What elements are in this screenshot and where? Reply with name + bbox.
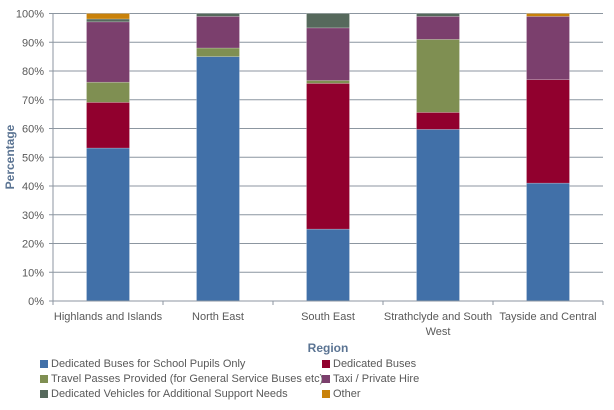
bar-segment xyxy=(416,112,460,130)
legend-swatch xyxy=(322,360,330,368)
bar-segment xyxy=(196,13,240,17)
x-category-label: Highlands and Islands xyxy=(54,311,163,323)
legend-label: Travel Passes Provided (for General Serv… xyxy=(51,373,324,385)
x-category-label: Tayside and Central xyxy=(499,311,596,323)
y-tick-label: 90% xyxy=(22,37,44,49)
legend-item: Dedicated Buses for School Pupils Only xyxy=(40,358,245,370)
bar-segment xyxy=(416,16,460,40)
bar-segment xyxy=(306,83,350,230)
legend-item: Other xyxy=(322,388,361,400)
y-tick-label: 30% xyxy=(22,210,44,222)
legend-label: Dedicated Buses xyxy=(333,358,417,370)
axes xyxy=(52,13,604,305)
legend-swatch xyxy=(322,390,330,398)
x-category-label: North East xyxy=(192,311,244,323)
bar-segment xyxy=(196,16,240,49)
bars xyxy=(86,13,570,302)
y-tick-label: 40% xyxy=(22,181,44,193)
y-tick-label: 10% xyxy=(22,267,44,279)
bar-segment xyxy=(526,16,570,80)
y-axis-title: Percentage xyxy=(3,124,17,189)
bar-segment xyxy=(526,182,570,302)
x-category-labels: Highlands and Islands North East South Eas… xyxy=(54,311,597,338)
bar-segment xyxy=(196,47,240,57)
y-tick-label: 80% xyxy=(22,66,44,78)
bar-segment xyxy=(86,18,130,23)
legend-swatch xyxy=(322,375,330,383)
bar-segment xyxy=(306,13,350,29)
y-tick-label: 70% xyxy=(22,95,44,107)
legend-item: Taxi / Private Hire xyxy=(322,373,419,385)
y-tick-label: 50% xyxy=(22,152,44,164)
bar-segment xyxy=(416,13,460,17)
x-category-label: South East xyxy=(301,311,355,323)
legend-item: Travel Passes Provided (for General Serv… xyxy=(40,373,323,385)
legend-label: Dedicated Vehicles for Additional Suppor… xyxy=(51,388,288,400)
y-tick-label: 0% xyxy=(28,296,44,308)
legend-swatch xyxy=(40,360,48,368)
legend-item: Dedicated Vehicles for Additional Suppor… xyxy=(40,388,288,400)
bar-segment xyxy=(526,79,570,184)
y-tick-label: 20% xyxy=(22,239,44,251)
legend-label: Dedicated Buses for School Pupils Only xyxy=(51,358,246,370)
bar-segment xyxy=(306,228,350,302)
legend-item: Dedicated Buses xyxy=(322,358,416,370)
bar-segment xyxy=(526,13,570,17)
bar-segment xyxy=(416,129,460,302)
bar-segment xyxy=(196,56,240,302)
bar-segment xyxy=(86,81,130,103)
x-axis-title: Region xyxy=(308,341,349,355)
x-category-label: West xyxy=(426,326,451,338)
bar-segment xyxy=(86,147,130,302)
y-tick-label: 100% xyxy=(16,9,44,21)
bar-segment xyxy=(86,102,130,149)
bar-segment xyxy=(306,27,350,81)
bar-segment xyxy=(306,80,350,84)
legend-label: Other xyxy=(333,388,361,400)
y-tick-labels: 0% 10% 20% 30% 40% 50% 60% 70% 80% 90% 100% xyxy=(16,9,44,309)
x-category-label: Strathclyde and South xyxy=(384,311,492,323)
y-tick-label: 60% xyxy=(22,124,44,136)
bar-segment xyxy=(416,39,460,113)
bar-segment xyxy=(86,21,130,83)
legend-swatch xyxy=(40,390,48,398)
legend-swatch xyxy=(40,375,48,383)
legend-label: Taxi / Private Hire xyxy=(333,373,420,385)
bar-segment xyxy=(86,13,130,20)
